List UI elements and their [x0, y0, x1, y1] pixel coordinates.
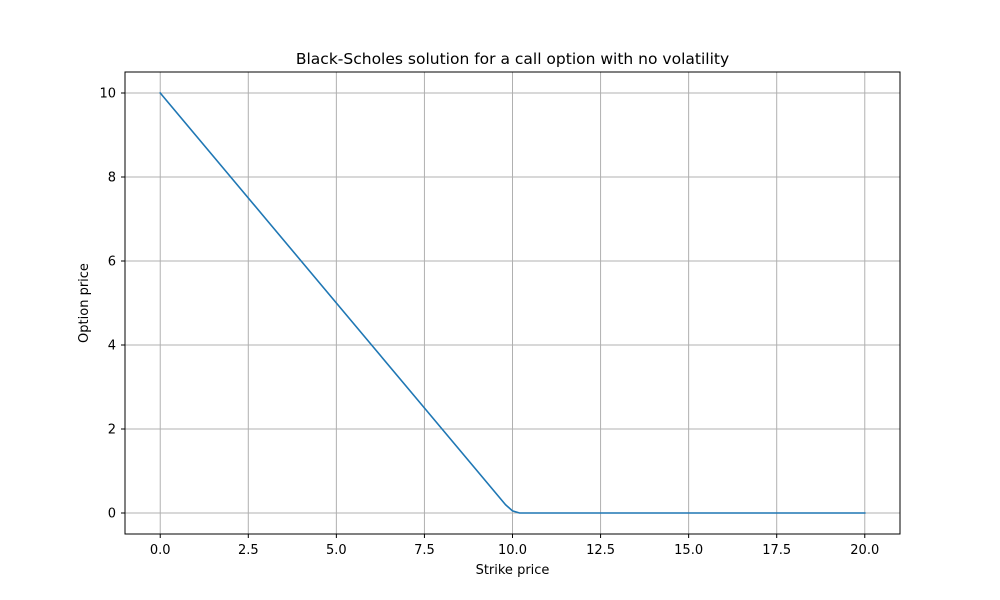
- y-tick-label: 4: [108, 339, 116, 354]
- x-axis-label: Strike price: [476, 563, 550, 578]
- y-tick-label: 6: [108, 255, 116, 270]
- x-tick-label: 15.0: [674, 543, 703, 558]
- tick-layer: 0.0 2.5 5.0 7.5 10.0 12.5 15.0 17.5 20.0 0 2 4 6 8 10: [99, 87, 879, 559]
- y-tick-label: 0: [108, 507, 116, 522]
- y-tick-label: 10: [99, 87, 116, 102]
- y-axis-label: Option price: [77, 263, 92, 343]
- x-tick-label: 2.5: [238, 543, 259, 558]
- x-tick-label: 5.0: [326, 543, 347, 558]
- chart-title: Black-Scholes solution for a call option…: [296, 50, 729, 68]
- y-tick-label: 2: [108, 423, 116, 438]
- y-tick-label: 8: [108, 171, 116, 186]
- x-tick-label: 12.5: [586, 543, 615, 558]
- series-layer: [159, 91, 866, 514]
- x-tick-label: 20.0: [850, 543, 879, 558]
- x-tick-label: 10.0: [498, 543, 527, 558]
- x-tick-label: 7.5: [414, 543, 435, 558]
- series-line: [159, 91, 866, 514]
- x-tick-label: 17.5: [762, 543, 791, 558]
- x-tick-label: 0.0: [150, 543, 171, 558]
